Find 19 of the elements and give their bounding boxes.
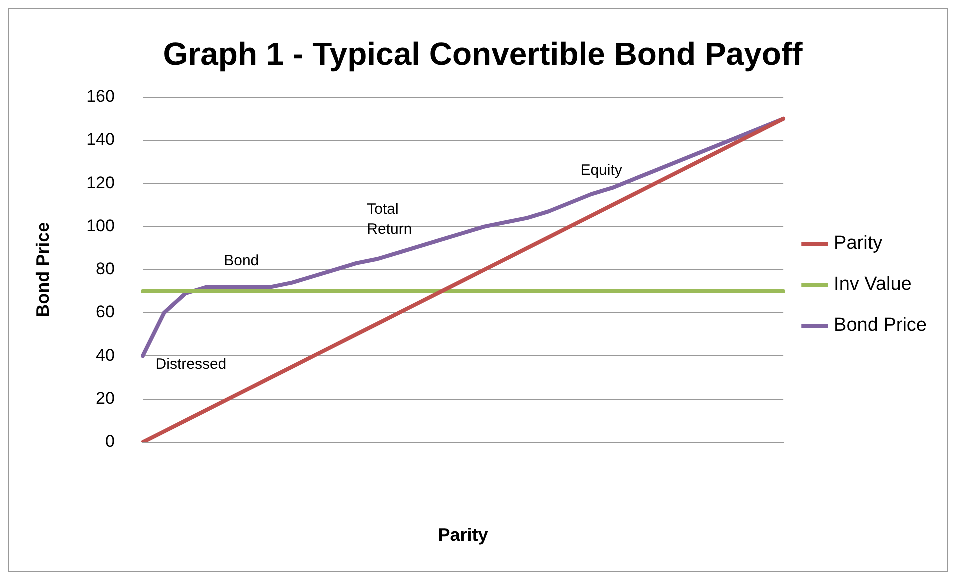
y-tick-label: 100 <box>86 216 115 236</box>
annotation: Distressed <box>156 356 227 374</box>
y-tick-label: 140 <box>86 130 115 150</box>
y-tick-label: 160 <box>86 87 115 106</box>
legend-label: Bond Price <box>834 315 928 336</box>
legend-label: Inv Value <box>834 274 912 296</box>
y-axis-title: Bond Price <box>32 222 53 318</box>
x-axis-title: Parity <box>438 525 488 546</box>
y-tick-label: 0 <box>105 432 115 452</box>
y-tick-label: 80 <box>96 260 115 279</box>
annotation: Bond <box>224 252 260 270</box>
y-tick-label: 20 <box>96 388 115 408</box>
y-tick-label: 60 <box>96 302 115 322</box>
annotation: Total Return <box>367 200 412 238</box>
legend-label: Parity <box>834 233 884 254</box>
annotation: Equity <box>580 162 623 180</box>
y-tick-label: 40 <box>96 346 115 365</box>
y-tick-label: 120 <box>86 173 115 192</box>
chart-title: Graph 1 - Typical Convertible Bond Payoff <box>163 36 804 72</box>
